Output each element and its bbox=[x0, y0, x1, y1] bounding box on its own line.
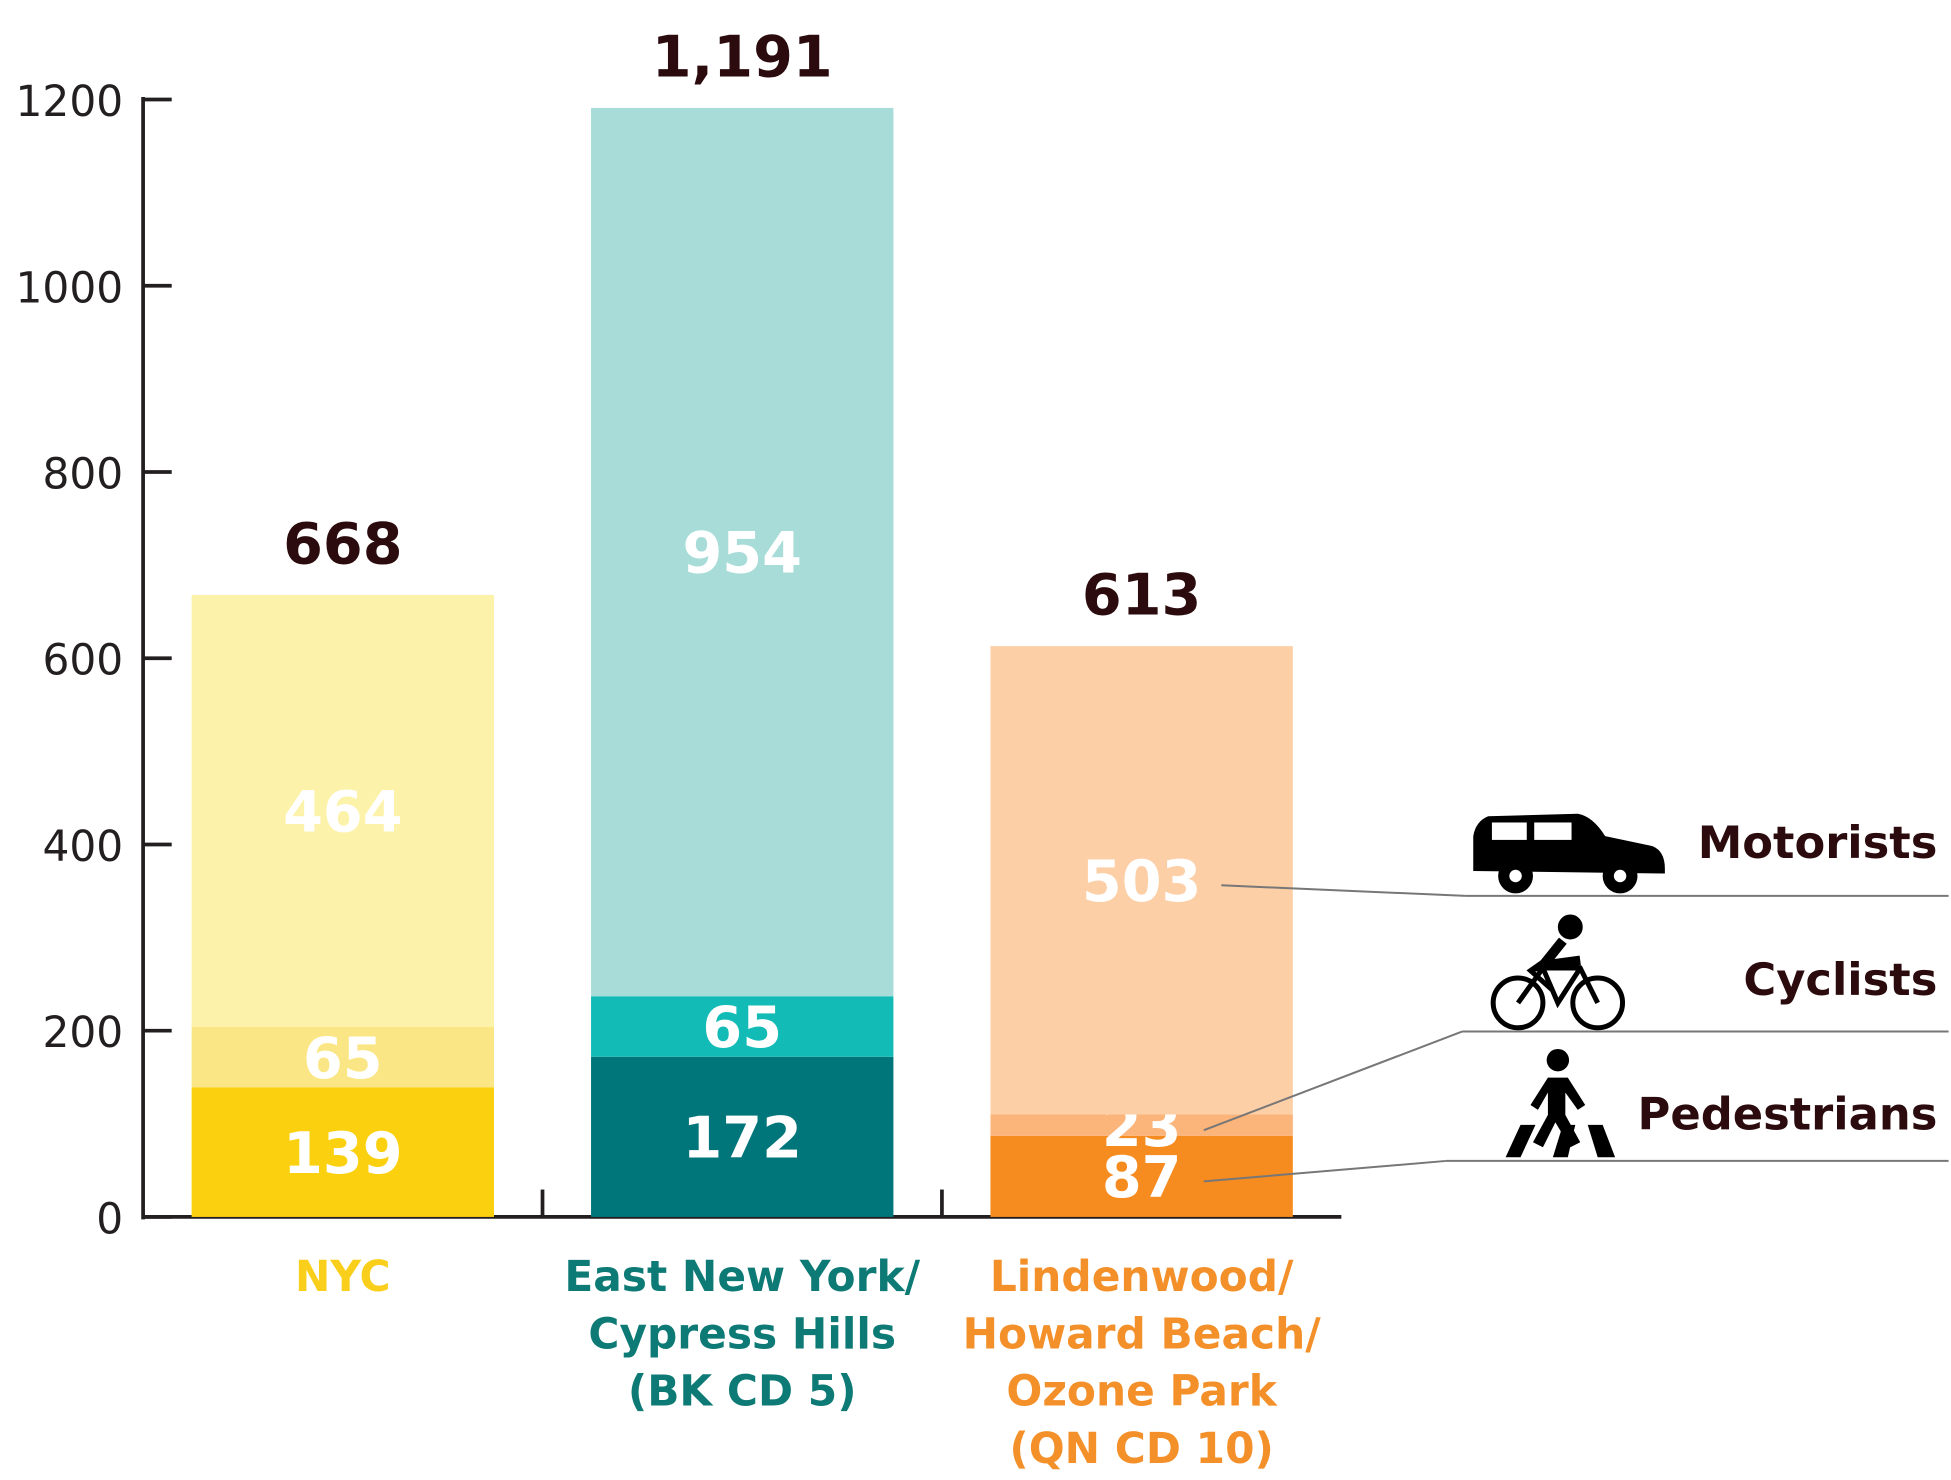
car-icon bbox=[1473, 813, 1665, 894]
y-tick-label: 0 bbox=[96, 1194, 123, 1243]
legend-label: Pedestrians bbox=[1638, 1087, 1938, 1140]
leader-line bbox=[1203, 1030, 1463, 1132]
segment-label: 172 bbox=[682, 1105, 801, 1171]
x-tick-label-line: NYC bbox=[295, 1252, 391, 1301]
x-tick-label-line: East New York/ bbox=[564, 1252, 920, 1301]
segment-label: 65 bbox=[702, 995, 782, 1061]
bar-segment bbox=[191, 594, 494, 1027]
x-tick-label: Lindenwood/Howard Beach/Ozone Park (QN CD… bbox=[963, 1252, 1322, 1473]
segment-label: 139 bbox=[283, 1121, 402, 1187]
bar-segment bbox=[191, 1087, 494, 1217]
y-tick-label: 600 bbox=[42, 636, 123, 685]
y-tick-label: 800 bbox=[42, 449, 123, 498]
x-tick-label-line: Ozone Park bbox=[1006, 1366, 1277, 1415]
bar-segment bbox=[591, 996, 894, 1057]
bar-segment bbox=[591, 107, 894, 997]
bike-icon bbox=[1490, 914, 1626, 1031]
y-tick-label: 1000 bbox=[16, 263, 124, 312]
total-label: 613 bbox=[1082, 562, 1201, 628]
y-tick-label: 1200 bbox=[16, 77, 124, 126]
bar-segment bbox=[591, 1056, 894, 1217]
total-label: 1,191 bbox=[652, 24, 833, 90]
x-tick-label: East New York/Cypress Hills (BK CD 5) bbox=[564, 1252, 920, 1415]
segment-label: 65 bbox=[303, 1026, 383, 1092]
x-tick-label-line: Howard Beach/ bbox=[963, 1309, 1322, 1358]
bar-segment bbox=[990, 1135, 1293, 1217]
segment-label: 954 bbox=[682, 521, 801, 587]
y-tick-label: 200 bbox=[42, 1008, 123, 1057]
bar-segment bbox=[990, 646, 1293, 1115]
segment-label: 87 bbox=[1102, 1145, 1182, 1211]
x-tick-label-line: Cypress Hills bbox=[588, 1309, 896, 1358]
leader-line bbox=[1203, 1159, 1446, 1183]
bar-segment bbox=[990, 1114, 1293, 1136]
pedestrian-icon bbox=[1505, 1048, 1616, 1158]
x-tick-label-line: (BK CD 5) bbox=[628, 1366, 857, 1415]
bar-segment bbox=[191, 1026, 494, 1088]
x-tick-label: NYC bbox=[295, 1252, 391, 1301]
y-tick-label: 400 bbox=[42, 822, 123, 871]
segment-label: 503 bbox=[1082, 849, 1201, 915]
x-tick-label-line: Lindenwood/ bbox=[990, 1252, 1294, 1301]
total-label: 668 bbox=[283, 511, 402, 577]
x-tick-label-line: (QN CD 10) bbox=[1009, 1423, 1273, 1472]
legend-label: Cyclists bbox=[1743, 953, 1937, 1006]
plot: 0 200 400 600 800 1000 1200 139 65 464 668 NYC 172 65… bbox=[16, 24, 1949, 1472]
leader-line bbox=[1221, 884, 1466, 897]
segment-label: 464 bbox=[283, 780, 402, 846]
legend-label: Motorists bbox=[1698, 816, 1938, 869]
